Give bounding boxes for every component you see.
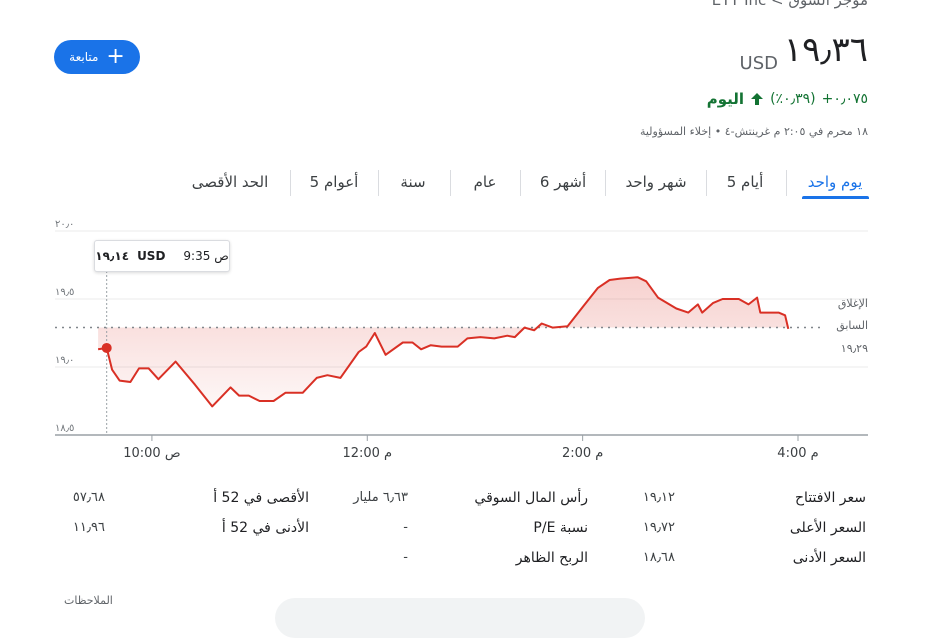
stat-value: ١٩٫٧٢ [642, 520, 675, 535]
y-tick-label: ١٩٫٠ [55, 355, 74, 366]
change-percent: (٠٫٣٩٪) [770, 91, 816, 107]
x-tick-label: 10:00 ص [123, 446, 180, 461]
price-line [97, 276, 790, 408]
follow-label: متابعة [69, 50, 99, 64]
tab[interactable]: 5 أيام [726, 173, 764, 191]
change-row: +٠٫٠٧٥ (٠٫٣٩٪) اليوم [707, 90, 868, 108]
price: ١٩٫٣٦ [783, 30, 868, 70]
stat-label: الربح الظاهر [515, 550, 588, 566]
stat-label: السعر الأدنى [792, 550, 866, 566]
timestamp: ١٨ محرم في ٢:٠٥ م غرينتش-٤ • إخلاء المسؤ… [639, 125, 868, 138]
tooltip-value: ١٩٫١٤ [95, 249, 130, 263]
previous-close-label: السابق [836, 319, 868, 332]
tooltip-time: 9:35 ص [183, 249, 229, 263]
stat-value: ٦٫٦٣ مليار [353, 490, 408, 505]
stat-label: الأدنى في 52 أ [221, 520, 309, 536]
tab[interactable]: 6 أشهر [539, 173, 587, 191]
tab[interactable]: يوم واحد [807, 173, 863, 191]
x-tick-label: 4:00 م [777, 446, 818, 461]
search-pill[interactable] [275, 598, 645, 638]
change: +٠٫٠٧٥ [821, 91, 868, 107]
stat-label: السعر الأعلى [789, 520, 866, 536]
tab-separator [786, 170, 787, 196]
hover-point [101, 342, 112, 353]
tab-separator [290, 170, 291, 196]
stat-value: ١٩٫١٢ [642, 490, 675, 505]
tab[interactable]: الحد الأقصى [191, 173, 269, 191]
x-tick-label: 12:00 م [342, 446, 392, 461]
page: {"header": {"breadcrumb": "موجز السوق > … [54, 0, 869, 638]
notes: الملاحظات [64, 594, 113, 607]
x-tick-label: 2:00 م [562, 446, 603, 461]
previous-close-value: ١٩٫٢٩ [840, 342, 868, 355]
tab[interactable]: 5 أعوام [309, 173, 359, 191]
tab[interactable]: سنة [400, 173, 426, 191]
period: اليوم [706, 90, 745, 108]
stat-value: - [403, 550, 408, 565]
tooltip: ١٩٫١٤ USD 9:35 ص [94, 240, 230, 272]
currency: USD [739, 53, 778, 74]
y-tick-label: ١٨٫٥ [55, 423, 74, 434]
area-fill [98, 277, 789, 407]
breadcrumb[interactable]: موجز السوق > ETT Inc [711, 0, 868, 9]
up-arrow [751, 93, 764, 105]
tab-separator [520, 170, 521, 196]
stat-value: ١٨٫٦٨ [642, 550, 675, 565]
stat-label: الأقصى في 52 أ [213, 490, 309, 506]
y-tick-label: ١٩٫٥ [55, 287, 74, 298]
tab[interactable]: عام [473, 173, 497, 191]
tab-separator [450, 170, 451, 196]
chart: ١٨٫٥ ١٩٫٠ ١٩٫٥ ٢٠٫٠ 10:00 ص 12:00 م 2:00 م 4:00… [55, 219, 868, 461]
stat-label: نسبة P/E [533, 520, 588, 536]
stat-value: ٥٧٫٦٨ [72, 490, 105, 505]
stat-label: سعر الافتتاح [795, 490, 866, 506]
stat-value: - [403, 520, 408, 535]
tab-separator [378, 170, 379, 196]
tab[interactable]: شهر واحد [625, 173, 687, 191]
tab-separator [706, 170, 707, 196]
y-tick-label: ٢٠٫٠ [55, 219, 74, 230]
plus-icon: + [106, 44, 125, 69]
tooltip-currency: USD [137, 249, 166, 263]
active-tab-underline [802, 196, 869, 199]
stat-label: رأس المال السوقي [474, 490, 588, 506]
follow-button[interactable]: + متابعة [54, 40, 140, 74]
tab-separator [605, 170, 606, 196]
stat-value: ١١٫٩٦ [72, 520, 105, 535]
previous-close-label: الإغلاق [837, 297, 868, 310]
